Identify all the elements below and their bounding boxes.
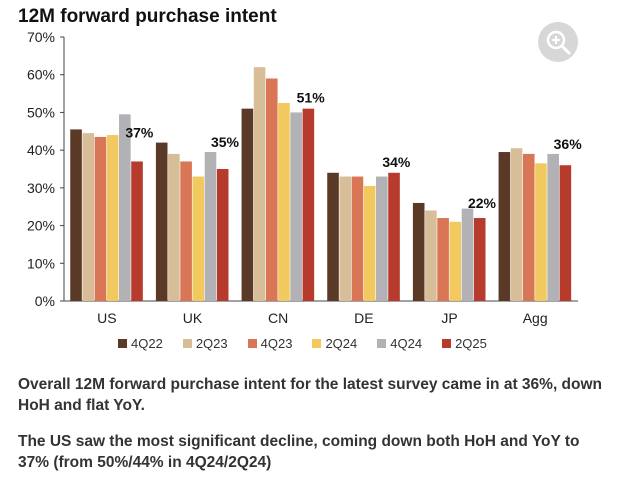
- bar: [204, 152, 217, 301]
- data-label: 22%: [468, 195, 497, 211]
- data-label: 51%: [297, 90, 326, 106]
- caption-us-detail: The US saw the most significant decline,…: [18, 433, 580, 471]
- bar: [461, 208, 474, 301]
- x-category-label: CN: [268, 310, 288, 326]
- bar: [510, 148, 523, 301]
- caption-summary: Overall 12M forward purchase intent for …: [18, 376, 603, 414]
- y-tick-label: 40%: [27, 142, 55, 158]
- bar: [559, 165, 572, 301]
- legend-item: 4Q24: [377, 336, 422, 351]
- y-tick-label: 70%: [27, 29, 55, 45]
- bar: [94, 136, 107, 301]
- data-label: 35%: [211, 134, 240, 150]
- bar: [180, 161, 192, 301]
- bar: [278, 103, 290, 301]
- bar: [82, 133, 95, 301]
- legend-item: 2Q25: [442, 336, 487, 351]
- chart-legend: 4Q22 2Q23 4Q23 2Q24 4Q24 2Q25: [118, 336, 487, 351]
- y-tick-label: 20%: [27, 218, 55, 234]
- y-tick-label: 60%: [27, 67, 55, 83]
- legend-item: 2Q23: [182, 336, 228, 351]
- bar: [522, 153, 535, 301]
- bar: [70, 129, 82, 301]
- bar: [535, 163, 547, 301]
- x-category-label: JP: [441, 310, 457, 326]
- chart-title: 12M forward purchase intent: [18, 6, 277, 27]
- y-tick-label: 30%: [27, 180, 55, 196]
- bar: [376, 176, 388, 301]
- bar: [106, 135, 119, 301]
- legend-label: 4Q24: [390, 336, 423, 351]
- bar: [290, 112, 302, 301]
- bar: [168, 153, 180, 301]
- bar: [388, 172, 400, 301]
- y-tick-label: 10%: [27, 255, 55, 271]
- legend-item: 4Q23: [247, 336, 293, 351]
- bar-chart: 0% 10% 20% 30% 40% 50% 60% 70% US 37% UK 35% CN 51% DE…: [27, 29, 583, 326]
- legend-swatch: [377, 339, 387, 348]
- bar: [351, 176, 364, 301]
- legend-label: 2Q23: [195, 336, 228, 351]
- bar: [363, 185, 376, 301]
- bar: [547, 153, 559, 301]
- bar: [119, 114, 131, 301]
- bar: [437, 218, 449, 301]
- legend-swatch: [312, 339, 322, 348]
- bar: [241, 108, 254, 302]
- x-category-label: Agg: [523, 310, 548, 326]
- legend-label: 2Q24: [325, 336, 358, 351]
- legend-swatch: [182, 339, 192, 348]
- data-label: 37%: [125, 124, 154, 140]
- data-label: 36%: [554, 136, 583, 152]
- bar: [253, 67, 266, 301]
- legend-label: 2Q25: [455, 336, 487, 351]
- x-category-label: DE: [354, 310, 373, 326]
- legend-swatch: [118, 339, 127, 348]
- bar: [327, 172, 339, 301]
- x-category-label: UK: [183, 310, 203, 326]
- legend-swatch: [442, 339, 452, 348]
- x-category-label: US: [97, 310, 116, 326]
- bar: [155, 142, 168, 301]
- bar: [449, 221, 462, 301]
- data-label: 34%: [382, 154, 411, 170]
- bar: [131, 161, 143, 301]
- bar: [498, 152, 511, 301]
- bar: [192, 176, 205, 301]
- y-tick-label: 0%: [35, 293, 55, 309]
- y-tick-label: 50%: [27, 104, 55, 120]
- zoom-in-icon: [546, 30, 571, 55]
- legend-label: 4Q23: [260, 336, 293, 351]
- bar: [339, 176, 352, 301]
- bar: [302, 108, 315, 302]
- bar: [425, 210, 437, 301]
- bar: [412, 202, 425, 301]
- bar: [216, 169, 229, 301]
- bar: [265, 78, 278, 301]
- legend-label: 4Q22: [131, 336, 163, 351]
- legend-item: 2Q24: [312, 336, 357, 351]
- legend-swatch: [247, 339, 257, 348]
- zoom-in-button[interactable]: [538, 22, 578, 62]
- legend-item: 4Q22: [118, 336, 163, 351]
- bar: [473, 218, 486, 301]
